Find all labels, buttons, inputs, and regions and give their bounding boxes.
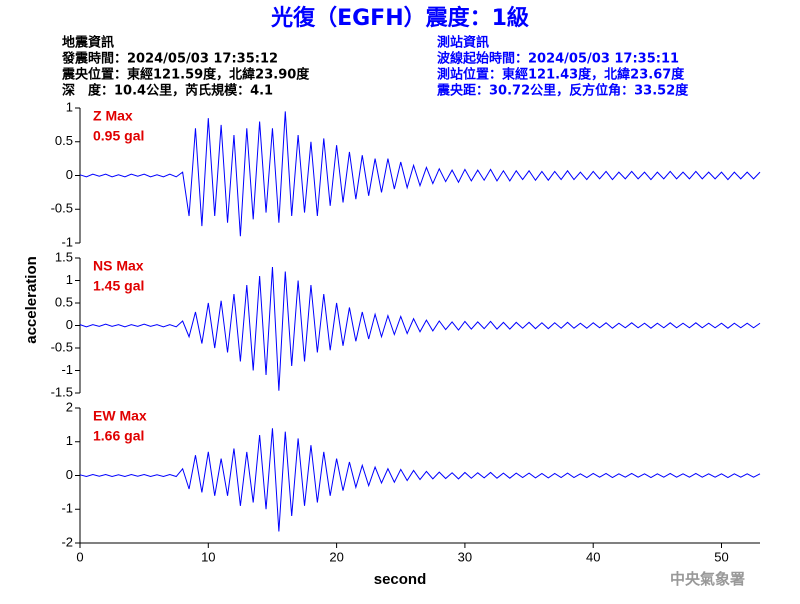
- y-tick-label: 0: [66, 167, 73, 182]
- y-tick-label: 1: [66, 272, 73, 287]
- max-annotation: 0.95 gal: [93, 128, 144, 144]
- y-tick-label: 2: [66, 399, 73, 414]
- station-info: 波線起始時間：2024/05/03 17:35:11: [437, 51, 679, 67]
- x-tick-label: 20: [329, 549, 343, 564]
- max-annotation: EW Max: [93, 408, 147, 424]
- event-info: 地震資訊: [62, 35, 114, 51]
- max-annotation: Z Max: [93, 108, 133, 124]
- station-info: 震央距：30.72公里，反方位角：33.52度: [436, 83, 689, 99]
- y-tick-label: -0.5: [51, 339, 73, 354]
- max-annotation: 1.66 gal: [93, 428, 144, 444]
- station-info: 測站位置：東經121.43度，北緯23.67度: [437, 67, 685, 83]
- waveform: [79, 266, 761, 391]
- x-tick-label: 50: [714, 549, 728, 564]
- x-tick-label: 40: [586, 549, 600, 564]
- y-tick-label: -1: [61, 501, 73, 516]
- event-info: 深 度：10.4公里，芮氏規模：4.1: [62, 83, 273, 99]
- y-tick-label: -1.5: [51, 384, 73, 399]
- y-tick-label: -0.5: [51, 201, 73, 216]
- footer: 中央氣象署: [670, 570, 745, 588]
- waveform: [79, 111, 761, 237]
- y-tick-label: 1.5: [55, 249, 73, 264]
- y-tick-label: 0: [66, 317, 73, 332]
- y-tick-label: 0.5: [55, 294, 73, 309]
- y-tick-label: 0: [66, 467, 73, 482]
- title: 光復（EGFH）震度：1級: [270, 5, 529, 31]
- x-axis-label: second: [374, 571, 427, 588]
- event-info: 震央位置：東經121.59度，北緯23.90度: [61, 67, 310, 83]
- x-tick-label: 10: [201, 549, 215, 564]
- y-tick-label: -1: [61, 234, 73, 249]
- x-tick-label: 30: [458, 549, 472, 564]
- event-info: 發震時間：2024/05/03 17:35:12: [61, 51, 278, 67]
- y-tick-label: -2: [61, 534, 73, 549]
- y-tick-label: -1: [61, 362, 73, 377]
- y-tick-label: 1: [66, 99, 73, 114]
- waveform: [79, 428, 761, 532]
- y-tick-label: 0.5: [55, 133, 73, 148]
- x-tick-label: 0: [76, 549, 83, 564]
- max-annotation: NS Max: [93, 258, 144, 274]
- station-info: 測站資訊: [437, 35, 489, 51]
- max-annotation: 1.45 gal: [93, 278, 144, 294]
- y-axis-label: acceleration: [23, 256, 40, 344]
- y-tick-label: 1: [66, 433, 73, 448]
